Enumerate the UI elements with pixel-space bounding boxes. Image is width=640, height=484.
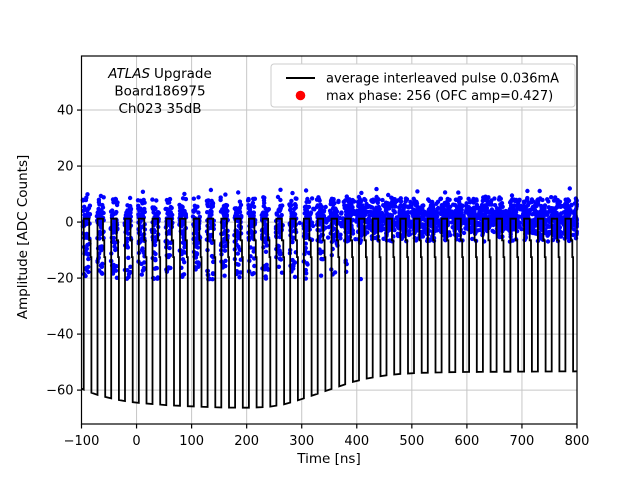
x-tick-label: 0: [132, 434, 140, 449]
x-tick-label: −100: [64, 434, 100, 449]
annotation-line2: Board186975: [114, 84, 205, 100]
y-tick-label: −20: [46, 272, 73, 287]
annotation-upgrade: Upgrade: [154, 66, 212, 82]
legend-red-dot-sample: [295, 90, 306, 101]
x-tick-label: 600: [454, 434, 479, 449]
x-axis-label: Time [ns]: [296, 451, 360, 467]
axis-ticks: [77, 109, 578, 429]
x-tick-label: 400: [344, 434, 369, 449]
y-tick-label: 20: [57, 160, 74, 175]
x-tick-label: 200: [234, 434, 259, 449]
plot-border: [80, 55, 578, 425]
annotation-line1: ATLAS Upgrade: [107, 66, 212, 82]
y-axis-label: Amplitude [ADC Counts]: [15, 155, 31, 319]
legend: average interleaved pulse 0.036mA max ph…: [270, 63, 576, 108]
y-tick-label: −60: [46, 384, 73, 399]
annotation-atlas: ATLAS: [107, 66, 150, 82]
x-tick-label: 500: [399, 434, 424, 449]
y-tick-label: 40: [57, 104, 74, 119]
y-tick-label: 0: [65, 216, 73, 231]
annotation-line3: Ch023 35dB: [118, 101, 201, 117]
x-tick-label: 300: [289, 434, 314, 449]
x-tick-label: 800: [565, 434, 590, 449]
x-tick-label: 700: [510, 434, 535, 449]
x-tick-label: 100: [179, 434, 204, 449]
annotation-text: ATLAS Upgrade Board186975 Ch023 35dB: [107, 66, 212, 117]
y-tick-label: −40: [46, 328, 73, 343]
pulse-line-series: [81, 217, 578, 409]
legend-frame: [270, 63, 576, 108]
legend-label-maxphase: max phase: 256 (OFC amp=0.427): [326, 89, 553, 104]
legend-label-pulse: average interleaved pulse 0.036mA: [326, 72, 559, 87]
axis-tick-labels: −100 0 100 200 300 400 500 600 700 800 −60 −40 −20 0 2…: [46, 104, 589, 449]
